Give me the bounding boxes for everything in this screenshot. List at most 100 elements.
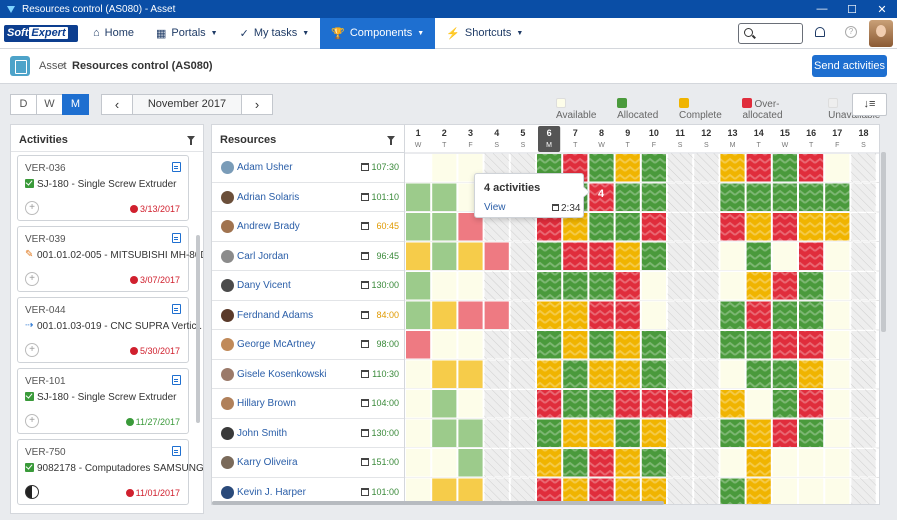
nav-shortcuts[interactable]: ⚡ Shortcuts ▼ — [435, 18, 534, 49]
softexpert-logo[interactable]: Soft Expert — [4, 24, 78, 42]
calendar-icon[interactable] — [361, 281, 369, 289]
resource-row[interactable]: Dany Vicent 130:00 — [212, 271, 404, 301]
activity-card[interactable]: VER-750 9082178 - Computadores SAMSUNG 11/… — [17, 439, 203, 505]
breadcrumb-parent[interactable]: Asset — [39, 60, 67, 72]
calendar-icon[interactable] — [361, 399, 369, 407]
cell-pattern — [719, 212, 746, 241]
cell-pattern — [536, 301, 562, 330]
clipboard-icon[interactable] — [172, 233, 181, 243]
help-icon[interactable]: ? — [845, 26, 857, 38]
resource-row[interactable]: John Smith 130:00 — [212, 419, 404, 448]
filter-icon[interactable] — [387, 136, 395, 145]
cell-pattern — [588, 301, 615, 330]
add-responsible-button[interactable] — [25, 485, 39, 499]
search-icon — [744, 28, 753, 37]
resource-row[interactable]: Ferdnand Adams 84:00 — [212, 301, 404, 330]
grid-vertical-scrollbar[interactable] — [881, 152, 886, 332]
cell-pattern — [746, 183, 772, 212]
tooltip-view-link[interactable]: View — [484, 202, 506, 213]
resource-row[interactable]: Adrian Solaris 101:10 — [212, 183, 404, 212]
resource-row[interactable]: Hillary Brown 104:00 — [212, 389, 404, 419]
check-icon — [25, 179, 34, 188]
page-title: Resources control (AS080) — [72, 60, 213, 72]
prev-month-button[interactable]: ‹ — [101, 94, 133, 115]
activity-title: 001.01.02-005 - MITSUBISHI MH-80D — [37, 250, 204, 261]
calendar-icon[interactable] — [361, 251, 369, 260]
sort-button[interactable]: ↓≡ — [852, 93, 887, 116]
activities-scrollbar[interactable] — [196, 235, 200, 423]
activity-card[interactable]: VER-101 SJ-180 - Single Screw Extruder +11… — [17, 368, 189, 434]
cell-hatch — [510, 478, 536, 504]
user-avatar[interactable] — [869, 20, 893, 47]
cell-pattern — [588, 419, 615, 448]
cell-pattern — [641, 242, 667, 271]
calendar-icon[interactable] — [361, 458, 369, 466]
resource-row[interactable]: Andrew Brady 60:45 — [212, 212, 404, 242]
activity-card[interactable]: VER-044 ⇢ 001.01.03-019 - CNC SUPRA Vertic… — [17, 297, 203, 363]
resource-name[interactable]: Hillary Brown — [237, 398, 296, 409]
calendar-icon[interactable] — [361, 310, 369, 319]
calendar-header-bg — [405, 125, 879, 153]
day-weekday: S — [704, 142, 709, 149]
add-responsible-button[interactable]: + — [25, 343, 39, 357]
calendar-icon[interactable] — [361, 487, 369, 496]
nav-home[interactable]: ⌂ Home — [82, 18, 145, 49]
activity-card[interactable]: VER-039 ✎ 001.01.02-005 - MITSUBISHI MH-80… — [17, 226, 203, 292]
day-number: 18 — [858, 128, 868, 138]
resource-row[interactable]: Gisele Kosenkowski 110:30 — [212, 360, 404, 389]
maximize-button[interactable]: ☐ — [847, 3, 857, 16]
cell-hatch — [693, 271, 719, 300]
view-week-button[interactable]: W — [36, 94, 63, 115]
nav-portals[interactable]: ▦ Portals ▼ — [145, 18, 229, 49]
resource-name[interactable]: John Smith — [237, 427, 288, 439]
resource-name[interactable]: Carl Jordan — [237, 250, 289, 262]
next-month-button[interactable]: › — [241, 94, 273, 115]
grid-horizontal-scrollbar[interactable] — [212, 501, 664, 505]
clipboard-icon[interactable] — [172, 446, 181, 456]
allocation-cell — [483, 241, 510, 271]
calendar-icon[interactable] — [361, 163, 369, 171]
calendar-icon[interactable] — [361, 222, 369, 230]
add-responsible-button[interactable]: + — [25, 414, 39, 428]
add-responsible-button[interactable]: + — [25, 201, 39, 215]
status-legend: Available Allocated Complete Over-alloca… — [556, 98, 897, 121]
clipboard-icon[interactable] — [172, 375, 181, 385]
send-activities-button[interactable]: Send activities — [812, 55, 887, 77]
resource-row[interactable]: Carl Jordan 96:45 — [212, 242, 404, 271]
resource-row[interactable]: George McArtney 98:00 — [212, 330, 404, 360]
activity-card[interactable]: VER-036 SJ-180 - Single Screw Extruder +3/… — [17, 155, 189, 221]
resource-name[interactable]: Karry Oliveira — [237, 457, 298, 468]
nav-my-tasks[interactable]: ✓ My tasks ▼ — [229, 18, 321, 49]
view-month-button[interactable]: M — [62, 94, 89, 115]
resource-row[interactable]: Adam Usher 107:30 — [212, 153, 404, 183]
clipboard-icon[interactable] — [172, 162, 181, 172]
clipboard-icon[interactable] — [172, 304, 181, 314]
close-button[interactable]: ✕ — [877, 3, 887, 16]
resource-name[interactable]: Kevin J. Harper — [237, 486, 306, 498]
resource-name[interactable]: Adam Usher — [237, 162, 293, 173]
calendar-icon[interactable] — [361, 192, 369, 201]
avatar — [221, 426, 234, 440]
calendar-icon[interactable] — [361, 340, 369, 348]
resource-row[interactable]: Karry Oliveira 151:00 — [212, 448, 404, 478]
resource-name[interactable]: George McArtney — [237, 339, 316, 350]
nav-components[interactable]: 🏆 Components ▼ — [320, 17, 436, 49]
cell-pattern — [746, 360, 772, 389]
minimize-button[interactable]: — — [816, 3, 828, 15]
filter-icon[interactable] — [187, 136, 195, 145]
resource-name[interactable]: Dany Vicent — [237, 280, 291, 291]
resource-name[interactable]: Ferdnand Adams — [237, 309, 314, 321]
search-input[interactable] — [738, 23, 803, 44]
calendar-icon[interactable] — [361, 428, 369, 437]
resource-name[interactable]: Andrew Brady — [237, 221, 300, 232]
cell-hatch — [850, 212, 877, 241]
resource-name[interactable]: Adrian Solaris — [237, 191, 300, 203]
add-responsible-button[interactable]: + — [25, 272, 39, 286]
allocation-cell — [771, 448, 798, 478]
calendar-icon[interactable] — [361, 369, 369, 378]
view-day-button[interactable]: D — [10, 94, 37, 115]
allocation-cell — [457, 477, 484, 504]
bell-icon[interactable] — [815, 27, 825, 37]
resource-name[interactable]: Gisele Kosenkowski — [237, 368, 327, 380]
resource-row[interactable]: Kevin J. Harper 101:00 — [212, 478, 404, 505]
